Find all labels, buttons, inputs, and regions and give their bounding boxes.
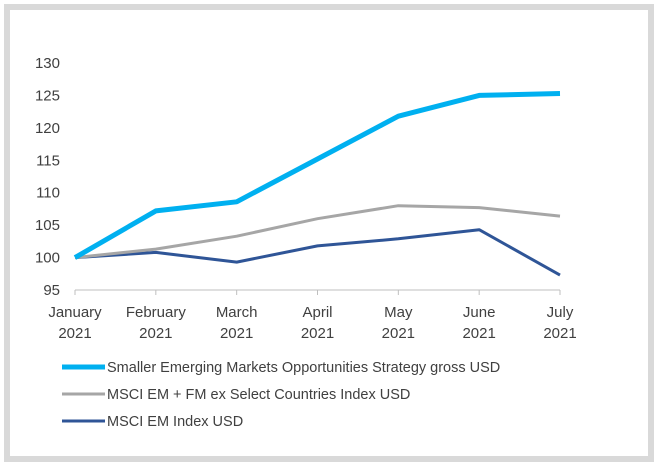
y-tick-label: 95 — [43, 282, 60, 299]
x-tick-label: July 2021 — [543, 304, 576, 342]
legend-label: MSCI EM Index USD — [107, 414, 243, 430]
y-tick-label: 120 — [35, 120, 60, 137]
y-axis-ticks: 95 100 105 110 115 120 125 130 — [35, 55, 60, 299]
y-tick-label: 100 — [35, 250, 60, 267]
y-tick-label: 125 — [35, 87, 60, 104]
y-tick-label: 115 — [36, 152, 60, 169]
legend-label: Smaller Emerging Markets Opportunities S… — [107, 360, 500, 376]
x-tick-label: March 2021 — [216, 304, 258, 342]
x-tick-label: April 2021 — [301, 304, 334, 342]
series-line — [74, 228, 561, 277]
series-line — [74, 204, 561, 260]
chart-frame — [4, 4, 654, 462]
y-tick-label: 110 — [36, 185, 60, 202]
x-tick-label: June 2021 — [462, 304, 495, 342]
x-axis-ticks: January 2021 February 2021 March 2021 April 202… — [48, 290, 577, 342]
legend-label: MSCI EM + FM ex Select Countries Index U… — [107, 387, 410, 403]
series-line — [73, 91, 561, 260]
y-tick-label: 130 — [35, 55, 60, 72]
legend: Smaller Emerging Markets Opportunities S… — [62, 360, 500, 430]
y-tick-label: 105 — [35, 217, 60, 234]
x-tick-label: May 2021 — [382, 304, 415, 342]
series-lines — [73, 91, 561, 277]
x-tick-label: February 2021 — [126, 304, 187, 342]
x-tick-label: January 2021 — [48, 304, 102, 342]
